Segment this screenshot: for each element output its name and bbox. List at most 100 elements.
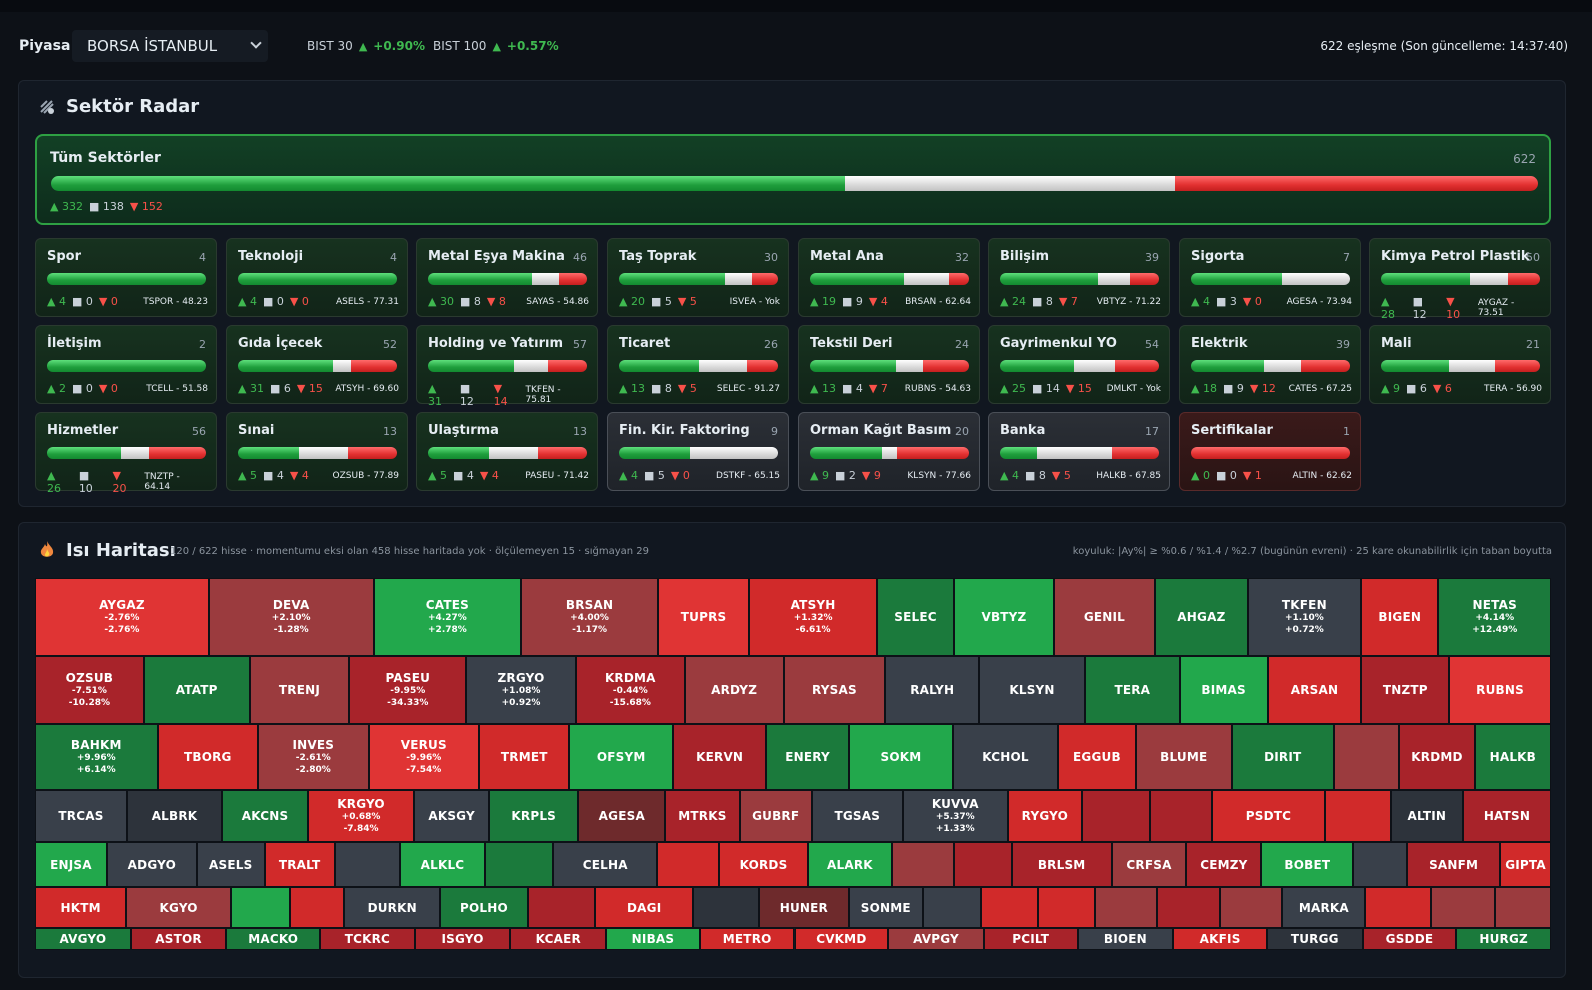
heatmap-tile[interactable]: BLUME [1136, 724, 1232, 790]
heatmap-tile[interactable]: RYGYO [1007, 790, 1082, 842]
heatmap-tile[interactable]: RUBNS [1449, 656, 1551, 724]
heatmap-tile[interactable]: ARDYZ [684, 656, 784, 724]
sector-card[interactable]: Hizmetler 56 ▲ 26 ■ 10 ▼ 20 TNZTP - 64.1… [35, 412, 217, 495]
heatmap-tile[interactable]: ALBRK [127, 790, 222, 842]
heatmap-tile[interactable]: KRDMD [1399, 724, 1475, 790]
heatmap-tile[interactable] [1430, 887, 1495, 928]
sector-card[interactable]: Tekstil Deri 24 ▲ 13 ■ 4 ▼ 7 RUBNS - 54.… [798, 325, 980, 404]
heatmap-tile[interactable]: DAGI [594, 887, 694, 928]
heatmap-tile[interactable]: TBORG [157, 724, 259, 790]
heatmap-tile[interactable]: RYSAS [783, 656, 886, 724]
heatmap-tile[interactable]: KERVN [672, 724, 767, 790]
heatmap-tile[interactable]: TCKRC [320, 928, 415, 950]
sector-card[interactable]: Gıda İçecek 52 ▲ 31 ■ 6 ▼ 15 ATSYH - 69.… [226, 325, 408, 404]
heatmap-tile[interactable]: HATSN [1462, 790, 1551, 842]
heatmap-tile[interactable]: ATATP [143, 656, 250, 724]
heatmap-tile[interactable]: ISGYO [414, 928, 511, 950]
heatmap-tile[interactable]: VBTYZ [954, 578, 1054, 656]
heatmap-tile[interactable]: AVGYO [35, 928, 131, 950]
sector-card[interactable]: Mali 21 ▲ 9 ■ 6 ▼ 6 TERA - 56.90 [1369, 325, 1551, 404]
sector-card[interactable]: Ulaştırma 13 ▲ 5 ■ 4 ▼ 4 PASEU - 71.42 [416, 412, 598, 491]
heatmap-tile[interactable]: NIBAS [606, 928, 700, 950]
heatmap-tile[interactable]: DIRIT [1231, 724, 1334, 790]
heatmap-tile[interactable] [485, 842, 554, 887]
heatmap-tile[interactable]: SONME [848, 887, 923, 928]
heatmap-tile[interactable]: TUPRS [657, 578, 750, 656]
heatmap-tile[interactable]: TRCAS [35, 790, 128, 842]
heatmap-tile[interactable]: SELEC [876, 578, 955, 656]
sector-card[interactable]: Elektrik 39 ▲ 18 ■ 9 ▼ 12 CATES - 67.25 [1179, 325, 1361, 404]
heatmap-tile[interactable]: DEVA +2.10% -1.28% [208, 578, 374, 656]
heatmap-tile[interactable]: ZRGYO +1.08% +0.92% [466, 656, 576, 724]
heatmap-tile[interactable]: SOKM [848, 724, 954, 790]
heatmap-tile[interactable]: ATSYH +1.32% -6.61% [749, 578, 877, 656]
heatmap-tile[interactable] [1325, 790, 1391, 842]
heatmap-tile[interactable]: CATES +4.27% +2.78% [373, 578, 522, 656]
heatmap-tile[interactable]: HKTM [35, 887, 127, 928]
heatmap-tile[interactable]: BRSAN +4.00% -1.17% [521, 578, 658, 656]
heatmap-tile[interactable]: ALTIN [1390, 790, 1463, 842]
heatmap-tile[interactable]: TKFEN +1.10% +0.72% [1247, 578, 1362, 656]
heatmap-tile[interactable]: PCILT [983, 928, 1078, 950]
heatmap-tile[interactable]: AKSGY [414, 790, 490, 842]
sector-card[interactable]: Teknoloji 4 ▲ 4 ■ 0 ▼ 0 ASELS - 77.31 [226, 238, 408, 317]
heatmap-tile[interactable]: HURGZ [1456, 928, 1551, 950]
heatmap-tile[interactable]: ALKLC [399, 842, 486, 887]
heatmap-tile[interactable]: POLHO [440, 887, 528, 928]
sector-card[interactable]: Sınai 13 ▲ 5 ■ 4 ▼ 4 OZSUB - 77.89 [226, 412, 408, 491]
sector-card[interactable]: Fin. Kir. Faktoring 9 ▲ 4 ■ 5 ▼ 0 DSTKF … [607, 412, 789, 491]
heatmap-tile[interactable]: TNZTP [1361, 656, 1450, 724]
heatmap-tile[interactable]: ASTOR [130, 928, 227, 950]
heatmap-tile[interactable]: KUVVA +5.37% +1.33% [902, 790, 1008, 842]
sector-card[interactable]: Orman Kağıt Basım 20 ▲ 9 ■ 2 ▼ 9 KLSYN -… [798, 412, 980, 491]
heatmap-tile[interactable]: ASELS [196, 842, 265, 887]
heatmap-tile[interactable]: AYGAZ -2.76% -2.76% [35, 578, 209, 656]
heatmap-tile[interactable]: MARKA [1282, 887, 1366, 928]
heatmap-tile[interactable] [953, 842, 1012, 887]
heatmap-tile[interactable]: KCHOL [953, 724, 1058, 790]
sector-card[interactable]: Metal Ana 32 ▲ 19 ■ 9 ▼ 4 BRSAN - 62.64 [798, 238, 980, 317]
heatmap-tile[interactable] [657, 842, 720, 887]
sector-card[interactable]: Kimya Petrol Plastik 50 ▲ 28 ■ 12 ▼ 10 A… [1369, 238, 1551, 321]
heatmap-tile[interactable]: ARSAN [1267, 656, 1362, 724]
sector-card[interactable]: Sertifikalar 1 ▲ 0 ■ 0 ▼ 1 ALTIN - 62.62 [1179, 412, 1361, 491]
heatmap-tile[interactable]: AVPGY [888, 928, 984, 950]
heatmap-tile[interactable]: HUNER [758, 887, 849, 928]
heatmap-tile[interactable]: ENJSA [35, 842, 107, 887]
heatmap-tile[interactable]: BAHKM +9.96% +6.14% [35, 724, 158, 790]
heatmap-tile[interactable]: CELHA [553, 842, 658, 887]
sector-card[interactable]: Ticaret 26 ▲ 13 ■ 8 ▼ 5 SELEC - 91.27 [607, 325, 789, 404]
heatmap-tile[interactable]: CVKMD [794, 928, 889, 950]
market-select[interactable]: BORSA İSTANBUL [72, 30, 268, 62]
heatmap-tile[interactable] [230, 887, 291, 928]
sector-card[interactable]: Banka 17 ▲ 4 ■ 8 ▼ 5 HALKB - 67.85 [988, 412, 1170, 491]
heatmap-tile[interactable] [1081, 790, 1151, 842]
sector-card[interactable]: Gayrimenkul YO 54 ▲ 25 ■ 14 ▼ 15 DMLKT -… [988, 325, 1170, 404]
heatmap-tile[interactable] [891, 842, 954, 887]
heatmap-tile[interactable]: ALARK [807, 842, 892, 887]
heatmap-tile[interactable]: KGYO [126, 887, 231, 928]
heatmap-tile[interactable]: KRDMA -0.44% -15.68% [575, 656, 685, 724]
heatmap-tile[interactable] [1037, 887, 1095, 928]
heatmap-tile[interactable]: INVES -2.61% -2.80% [258, 724, 369, 790]
heatmap-tile[interactable] [527, 887, 595, 928]
heatmap-tile[interactable]: CRFSA [1111, 842, 1187, 887]
heatmap-tile[interactable] [290, 887, 344, 928]
heatmap-tile[interactable]: AKFIS [1173, 928, 1267, 950]
heatmap-tile[interactable] [693, 887, 759, 928]
heatmap-tile[interactable] [980, 887, 1038, 928]
heatmap-tile[interactable]: AHGAZ [1155, 578, 1248, 656]
heatmap-tile[interactable]: ADGYO [106, 842, 197, 887]
heatmap-tile[interactable] [1150, 790, 1212, 842]
heatmap-tile[interactable]: GENIL [1053, 578, 1156, 656]
heatmap-tile[interactable]: OZSUB -7.51% -10.28% [35, 656, 144, 724]
heatmap-tile[interactable] [1333, 724, 1400, 790]
sector-card[interactable]: Taş Toprak 30 ▲ 20 ■ 5 ▼ 5 ISVEA - Yok [607, 238, 789, 317]
heatmap-tile[interactable]: OFSYM [569, 724, 673, 790]
heatmap-tile[interactable] [1220, 887, 1283, 928]
heatmap-tile[interactable]: TERA [1084, 656, 1180, 724]
heatmap-tile[interactable]: KLSYN [979, 656, 1085, 724]
heatmap-tile[interactable]: AKCNS [222, 790, 309, 842]
heatmap-tile[interactable]: AGESA [578, 790, 666, 842]
heatmap-tile[interactable]: GUBRF [739, 790, 812, 842]
